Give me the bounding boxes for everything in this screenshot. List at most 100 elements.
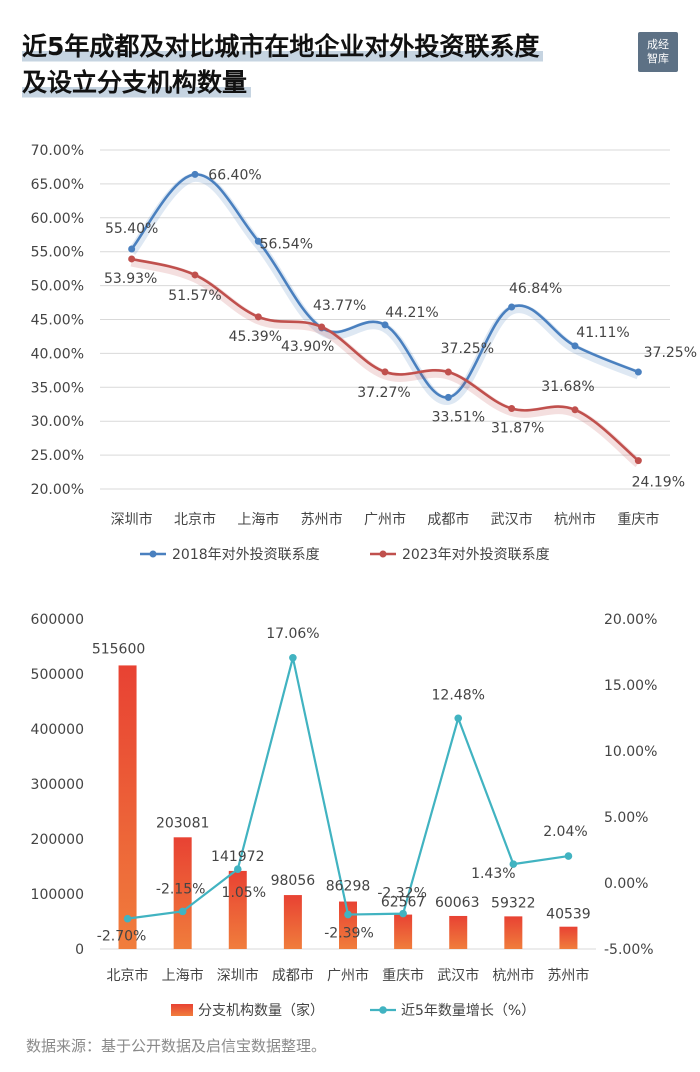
bar-value-label: 60063: [435, 895, 480, 911]
data-point: [128, 245, 136, 253]
legend-label: 2023年对外投资联系度: [402, 547, 550, 563]
data-label: 37.27%: [357, 385, 410, 401]
x-tick-label: 重庆市: [382, 967, 424, 984]
y-tick-label: 25.00%: [31, 448, 84, 464]
data-point: [191, 271, 199, 279]
data-point: [571, 342, 579, 350]
growth-value-label: -2.32%: [377, 886, 427, 902]
bar-value-label: 40539: [546, 907, 591, 923]
data-label: 33.51%: [432, 409, 485, 425]
data-label: 24.19%: [632, 475, 685, 491]
data-point: [444, 368, 452, 376]
bar: [394, 914, 413, 949]
x-tick-label: 上海市: [162, 967, 204, 984]
y-tick-label: 35.00%: [31, 380, 84, 396]
data-label: 37.25%: [441, 341, 494, 357]
brand-logo: 成经 智库: [638, 32, 678, 72]
data-point: [634, 368, 642, 376]
y-left-tick-label: 500000: [31, 667, 84, 683]
x-tick-label: 上海市: [237, 511, 279, 528]
y-tick-label: 65.00%: [31, 177, 84, 193]
x-tick-label: 广州市: [327, 967, 369, 984]
growth-point: [564, 852, 573, 860]
x-tick-label: 广州市: [364, 511, 406, 528]
x-tick-label: 武汉市: [491, 511, 533, 528]
data-label: 45.39%: [229, 329, 282, 345]
data-point: [381, 321, 389, 329]
combo-chart-branches: 0 100000 200000 300000 400000 500000 600000 -5.…: [31, 612, 658, 1019]
growth-point: [399, 909, 407, 918]
growth-value-label: 17.06%: [266, 626, 319, 642]
data-label: 43.90%: [281, 339, 334, 355]
bar-value-label: 515600: [92, 641, 145, 657]
legend-label-line: 近5年数量增长（%）: [401, 1003, 535, 1019]
y-tick-label: 30.00%: [31, 414, 84, 430]
data-label: 55.40%: [105, 221, 158, 237]
logo-text-line1: 成经: [647, 38, 669, 51]
data-point: [444, 393, 452, 401]
y-right-tick-label: 15.00%: [604, 678, 657, 694]
x-tick-label: 苏州市: [301, 511, 343, 528]
bar: [504, 916, 523, 949]
growth-point: [233, 865, 242, 873]
data-label: 31.68%: [541, 379, 594, 395]
x-tick-label: 深圳市: [111, 511, 153, 528]
data-label: 53.93%: [104, 271, 157, 287]
bar: [173, 837, 192, 949]
y-tick-label: 70.00%: [31, 143, 84, 159]
data-label: 41.11%: [576, 325, 629, 341]
data-point: [508, 303, 516, 311]
y-tick-label: 20.00%: [31, 482, 84, 498]
logo-text-line2: 智库: [647, 52, 669, 65]
y-tick-label: 40.00%: [31, 346, 84, 362]
y-left-tick-label: 100000: [31, 887, 84, 903]
data-point: [634, 457, 642, 465]
bar: [118, 665, 137, 949]
data-point: [191, 170, 199, 178]
data-point: [381, 368, 389, 376]
x-tick-label: 武汉市: [437, 967, 479, 984]
growth-point: [123, 914, 132, 923]
x-tick-label: 苏州市: [547, 967, 589, 984]
bar-value-label: 98056: [271, 873, 316, 889]
x-tick-label: 深圳市: [217, 967, 259, 984]
data-point: [254, 313, 262, 321]
growth-value-label: 1.05%: [222, 885, 266, 901]
y-left-tick-label: 600000: [31, 612, 84, 628]
y-right-tick-label: 0.00%: [604, 876, 648, 892]
bar: [228, 870, 247, 949]
y-tick-label: 45.00%: [31, 313, 84, 329]
line-chart-investment: 20.00% 25.00% 30.00% 35.00% 40.00% 45.00% 50.0…: [31, 143, 697, 563]
growth-point: [178, 907, 187, 916]
data-point: [128, 255, 136, 263]
data-label: 66.40%: [208, 167, 261, 183]
growth-point: [454, 714, 463, 723]
data-label: 56.54%: [260, 236, 313, 252]
x-tick-label: 北京市: [107, 967, 149, 984]
growth-value-label: 12.48%: [432, 687, 485, 703]
data-label: 44.21%: [385, 305, 438, 321]
data-label: 43.77%: [313, 298, 366, 314]
y-right-tick-label: -5.00%: [604, 942, 654, 958]
growth-point: [289, 654, 297, 662]
bar-value-label: 86298: [326, 879, 371, 895]
data-label: 51.57%: [168, 288, 221, 304]
source-note: 数据来源：基于公开数据及启信宝数据整理。: [26, 1037, 327, 1055]
data-label: 31.87%: [491, 421, 544, 437]
bar-value-label: 203081: [156, 815, 209, 831]
bar: [283, 895, 302, 949]
title-block: 近5年成都及对比城市在地企业对外投资联系度 及设立分支机构数量: [22, 30, 544, 102]
data-point: [254, 237, 262, 245]
y-right-tick-label: 20.00%: [604, 612, 657, 628]
x-tick-label: 重庆市: [617, 511, 659, 528]
y-left-tick-label: 200000: [31, 832, 84, 848]
x-tick-label: 北京市: [174, 511, 216, 528]
y-right-tick-label: 5.00%: [604, 810, 648, 826]
y-tick-label: 60.00%: [31, 211, 84, 227]
bar-value-label: 141972: [211, 849, 264, 865]
y-left-tick-label: 0: [75, 942, 84, 958]
data-point: [318, 323, 326, 331]
legend-marker: [379, 550, 387, 558]
growth-value-label: -2.70%: [97, 929, 147, 945]
page-title-line1: 近5年成都及对比城市在地企业对外投资联系度: [22, 30, 544, 64]
